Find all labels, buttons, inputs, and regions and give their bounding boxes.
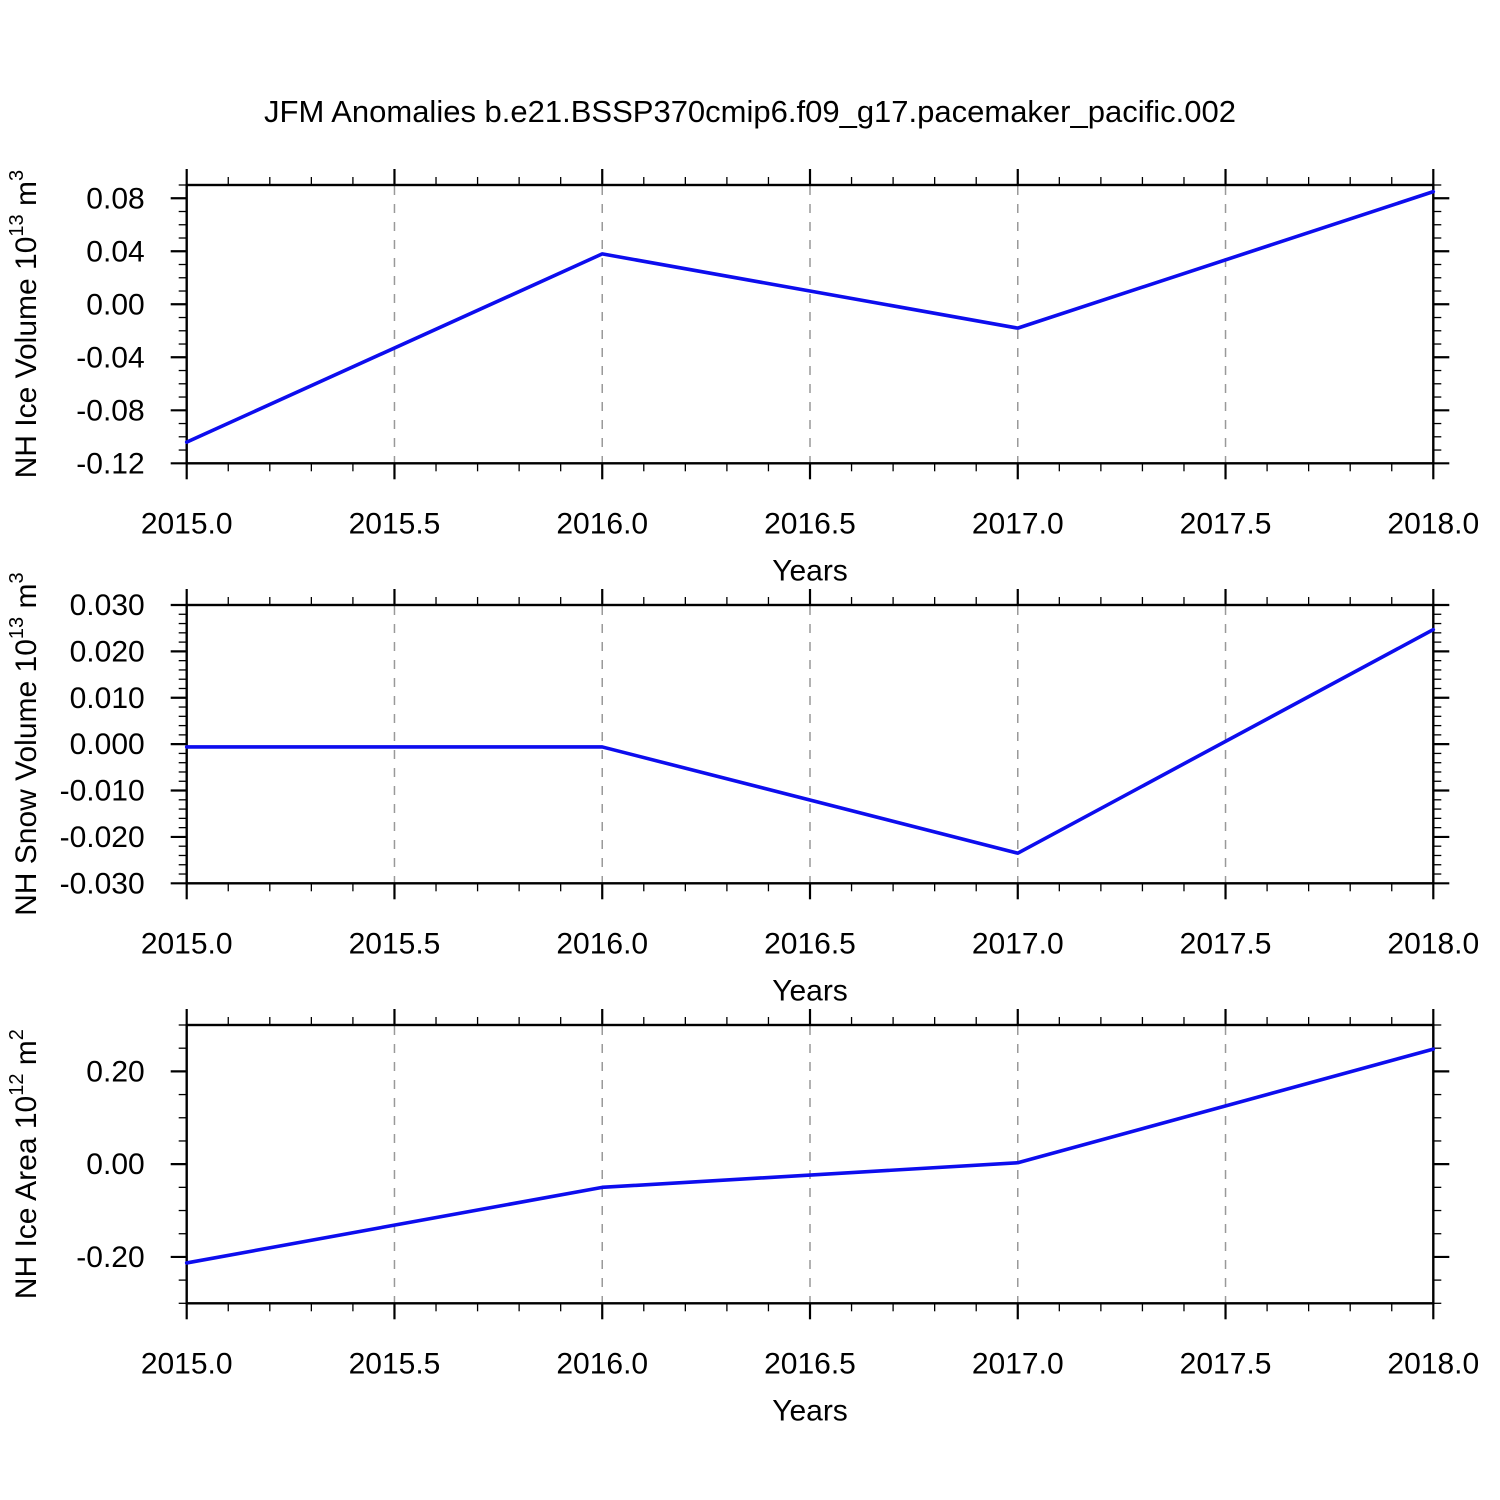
y-axis-title-sup: 12 — [6, 1074, 28, 1096]
y-axis-title-sup: 3 — [6, 572, 28, 583]
x-axis-title: Years — [772, 974, 848, 1007]
x-tick-label: 2015.5 — [349, 507, 441, 540]
y-axis-title: NH Ice Volume 1013 m3 — [6, 170, 43, 479]
x-tick-label: 2015.0 — [141, 507, 233, 540]
plot-box — [185, 603, 1435, 885]
y-tick-label: -0.08 — [76, 394, 144, 427]
x-tick-label: 2018.0 — [1387, 1347, 1479, 1380]
series-line-nh-ice-area — [184, 1047, 1436, 1265]
y-axis-title: NH Snow Volume 1013 m3 — [6, 572, 43, 916]
y-tick-label: 0.00 — [86, 1148, 144, 1181]
y-tick-label: -0.04 — [76, 341, 144, 374]
series-line-nh-snow-volume — [184, 627, 1436, 855]
x-tick-label: 2017.5 — [1180, 507, 1272, 540]
y-tick-label: -0.010 — [60, 775, 145, 808]
x-axis-title: Years — [772, 554, 848, 587]
plot-box — [185, 183, 1435, 465]
y-tick-label: -0.030 — [60, 867, 145, 900]
x-tick-label: 2015.5 — [349, 927, 441, 960]
y-tick-label: 0.010 — [70, 682, 145, 715]
x-tick-label: 2015.0 — [141, 1347, 233, 1380]
y-tick-label: 0.20 — [86, 1055, 144, 1088]
y-tick-label: 0.000 — [70, 728, 145, 761]
x-tick-label: 2018.0 — [1387, 507, 1479, 540]
y-axis-title-sup: 3 — [6, 170, 28, 181]
x-tick-label: 2016.0 — [556, 927, 648, 960]
series-line-nh-ice-volume — [184, 189, 1436, 444]
panel-nh-snow-volume: 2015.0 2015.5 2016.0 2016.5 2017.0 2017.5 2018… — [6, 572, 1479, 1007]
y-tick-label: 0.08 — [86, 182, 144, 215]
x-tick-label: 2017.5 — [1180, 927, 1272, 960]
y-tick-label: 0.030 — [70, 589, 145, 622]
x-tick-label: 2017.0 — [972, 927, 1064, 960]
panels-group: 2015.0 2015.5 2016.0 2016.5 2017.0 2017.5 2018… — [6, 169, 1479, 1427]
panel-nh-ice-volume: 2015.0 2015.5 2016.0 2016.5 2017.0 2017.5 2018… — [6, 169, 1479, 587]
x-tick-label: 2016.5 — [764, 507, 856, 540]
chart-title: JFM Anomalies b.e21.BSSP370cmip6.f09_g17… — [264, 94, 1236, 129]
x-tick-label: 2015.5 — [349, 1347, 441, 1380]
y-tick-label: -0.020 — [60, 821, 145, 854]
y-tick-label: -0.12 — [76, 447, 144, 480]
x-tick-label: 2017.0 — [972, 1347, 1064, 1380]
y-axis-title-sup: 13 — [6, 214, 28, 236]
x-axis-title: Years — [772, 1394, 848, 1427]
y-tick-label: 0.00 — [86, 288, 144, 321]
x-tick-label: 2015.0 — [141, 927, 233, 960]
x-tick-label: 2016.5 — [764, 927, 856, 960]
panel-nh-ice-area: 2015.0 2015.5 2016.0 2016.5 2017.0 2017.5 2018… — [6, 1009, 1479, 1427]
y-axis-title-sup: 2 — [6, 1029, 28, 1040]
x-tick-label: 2016.0 — [556, 507, 648, 540]
y-axis-title: NH Ice Area 1012 m2 — [6, 1029, 43, 1299]
x-tick-label: 2017.0 — [972, 507, 1064, 540]
y-tick-label: 0.04 — [86, 235, 144, 268]
plot-box — [185, 1023, 1435, 1305]
x-tick-label: 2017.5 — [1180, 1347, 1272, 1380]
y-axis-title-sup: 13 — [6, 617, 28, 639]
y-tick-label: -0.20 — [76, 1241, 144, 1274]
y-tick-label: 0.020 — [70, 635, 145, 668]
x-tick-label: 2016.0 — [556, 1347, 648, 1380]
x-tick-label: 2018.0 — [1387, 927, 1479, 960]
x-tick-label: 2016.5 — [764, 1347, 856, 1380]
